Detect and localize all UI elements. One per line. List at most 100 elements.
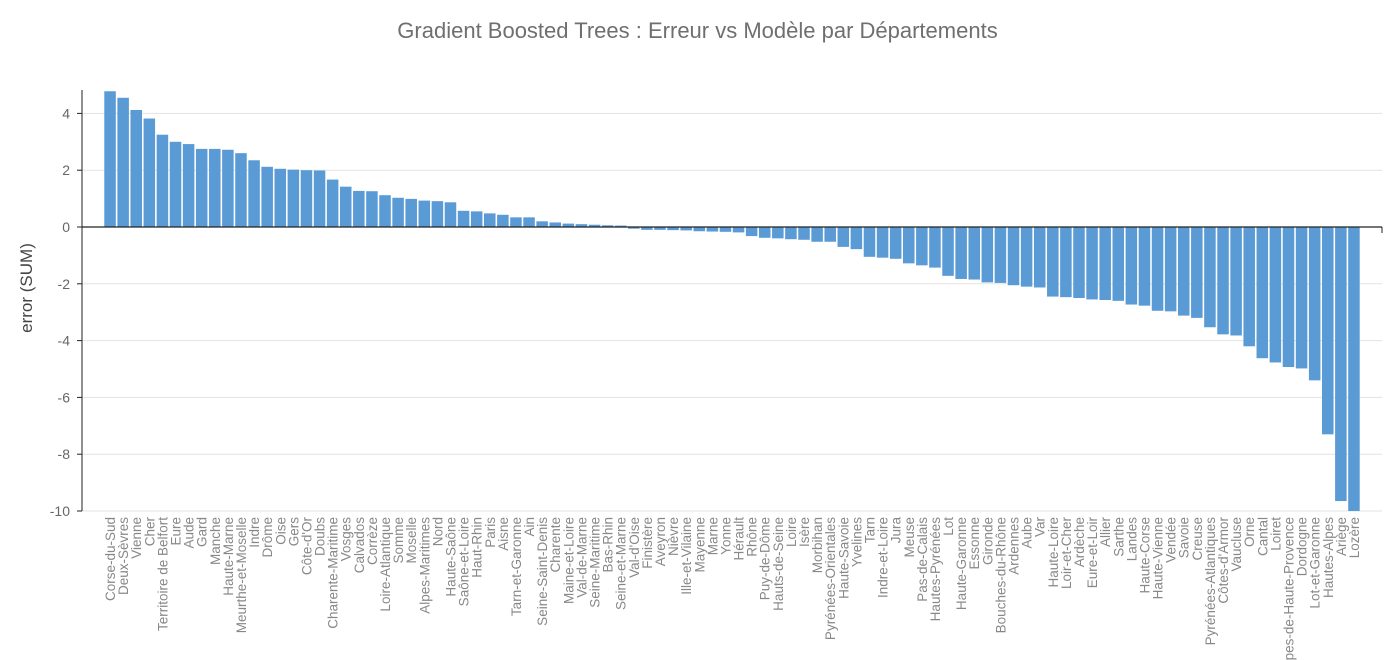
bar bbox=[1348, 227, 1360, 511]
x-tick-label: Hérault bbox=[732, 517, 747, 561]
chart-title: Gradient Boosted Trees : Erreur vs Modèl… bbox=[397, 18, 998, 43]
y-axis-label: error (SUM) bbox=[17, 243, 36, 333]
bar bbox=[745, 227, 758, 237]
x-tick-label: Yonne bbox=[718, 517, 733, 555]
bar bbox=[903, 227, 915, 264]
bar bbox=[195, 148, 208, 227]
x-tick-label: Orne bbox=[1242, 517, 1257, 547]
x-tick-label: Loir-et-Cher bbox=[1059, 517, 1074, 590]
x-tick-label: Landes bbox=[1124, 517, 1139, 562]
bar bbox=[1335, 227, 1347, 502]
x-tick-label: Dordogne bbox=[1295, 517, 1310, 576]
bar bbox=[392, 197, 404, 227]
axes bbox=[77, 90, 1383, 512]
x-tick-labels: Corse-du-SudDeux-SèvresVienneCherTerrito… bbox=[103, 516, 1362, 660]
x-tick-label: Manche bbox=[208, 517, 223, 565]
bar bbox=[182, 144, 195, 227]
x-tick-label: Gard bbox=[195, 517, 210, 547]
x-tick-label: Vosges bbox=[339, 517, 354, 562]
bar bbox=[104, 91, 116, 227]
bar bbox=[588, 224, 601, 227]
x-tick-label: Loire bbox=[784, 517, 799, 547]
x-tick-label: Loire-Atlantique bbox=[378, 517, 393, 612]
x-tick-label: Haute-Loire bbox=[1046, 517, 1061, 588]
bar bbox=[536, 221, 548, 227]
x-tick-label: Savoie bbox=[1177, 517, 1192, 558]
y-tick-label: -8 bbox=[58, 446, 71, 462]
x-tick-label: Aisne bbox=[496, 517, 511, 551]
x-tick-label: Haute-Vienne bbox=[1151, 517, 1166, 599]
y-tick-labels: 4 2 0 -2 -4 -6 -8 -10 bbox=[50, 105, 70, 519]
bar bbox=[876, 227, 889, 258]
x-tick-label: Seine-Saint-Denis bbox=[535, 517, 550, 626]
bar bbox=[889, 227, 902, 259]
x-tick-label: Creuse bbox=[1190, 517, 1205, 561]
bar bbox=[955, 227, 967, 279]
x-tick-label: Deux-Sèvres bbox=[116, 517, 131, 595]
x-tick-label: Pyrénées-Atlantiques bbox=[1203, 517, 1218, 646]
bar bbox=[274, 168, 287, 227]
bar bbox=[1138, 227, 1151, 306]
x-tick-label: Nièvre bbox=[666, 517, 681, 556]
bar bbox=[444, 202, 457, 227]
bar bbox=[549, 222, 561, 227]
bar bbox=[1308, 227, 1321, 381]
x-tick-label: Haut-Rhin bbox=[470, 517, 485, 578]
bar bbox=[680, 227, 692, 231]
x-tick-label: Loiret bbox=[1268, 517, 1283, 551]
bar bbox=[1269, 227, 1282, 363]
x-tick-label: Aube bbox=[1020, 517, 1035, 549]
x-tick-label: Corrèze bbox=[365, 517, 380, 565]
x-tick-label: Mayenne bbox=[692, 517, 707, 573]
bar bbox=[1191, 227, 1203, 318]
bar bbox=[1073, 227, 1085, 298]
y-tick-label: -6 bbox=[58, 389, 71, 405]
x-tick-label: Puy-de-Dôme bbox=[758, 517, 773, 600]
bar bbox=[916, 227, 928, 266]
bar bbox=[1164, 227, 1177, 312]
bar bbox=[117, 97, 129, 227]
bar bbox=[130, 109, 142, 227]
bar bbox=[706, 227, 719, 232]
x-tick-label: Haute-Garonne bbox=[954, 517, 969, 610]
x-tick-label: Ardennes bbox=[1007, 517, 1022, 575]
x-tick-label: Eure bbox=[169, 517, 184, 546]
x-tick-label: Lot bbox=[941, 517, 956, 536]
x-tick-label: Oise bbox=[273, 517, 288, 545]
bar bbox=[1217, 227, 1229, 335]
x-tick-label: Pyrénées-Orientales bbox=[823, 517, 838, 640]
bar bbox=[1007, 227, 1020, 286]
bar bbox=[497, 214, 509, 227]
x-tick-label: Hautes-Alpes bbox=[1321, 517, 1336, 598]
x-tick-label: Indre-et-Loire bbox=[876, 517, 891, 598]
x-tick-label: Meurthe-et-Moselle bbox=[234, 517, 249, 633]
y-tick-label: 2 bbox=[62, 162, 70, 178]
bar bbox=[209, 148, 221, 227]
y-tick-label: 0 bbox=[62, 219, 70, 235]
x-tick-label: Bas-Rhin bbox=[601, 517, 616, 573]
bar bbox=[667, 227, 679, 231]
x-tick-label: Ain bbox=[522, 517, 537, 537]
bar bbox=[929, 227, 941, 268]
x-tick-label: Haute-Marne bbox=[221, 517, 236, 596]
bar bbox=[1282, 227, 1295, 368]
x-tick-label: Territoire de Belfort bbox=[155, 517, 170, 631]
bar bbox=[457, 210, 470, 227]
x-tick-label: Charente bbox=[548, 517, 563, 573]
bar bbox=[510, 217, 522, 227]
x-tick-label: Eure-et-Loir bbox=[1085, 516, 1100, 588]
x-tick-label: Var bbox=[1033, 517, 1048, 538]
x-tick-label: Gers bbox=[286, 517, 301, 547]
y-tick-label: -4 bbox=[58, 333, 71, 349]
x-tick-label: Alpes-Maritimes bbox=[417, 517, 432, 614]
bar bbox=[470, 211, 483, 227]
bar bbox=[641, 227, 653, 230]
bar bbox=[1204, 227, 1216, 328]
bar bbox=[222, 149, 234, 227]
bar bbox=[628, 227, 640, 229]
x-tick-label: Cantal bbox=[1255, 517, 1270, 556]
bar bbox=[1295, 227, 1308, 369]
x-tick-label: Maine-et-Loire bbox=[561, 517, 576, 604]
bar bbox=[654, 227, 666, 230]
x-tick-label: Val-d'Oise bbox=[627, 517, 642, 578]
